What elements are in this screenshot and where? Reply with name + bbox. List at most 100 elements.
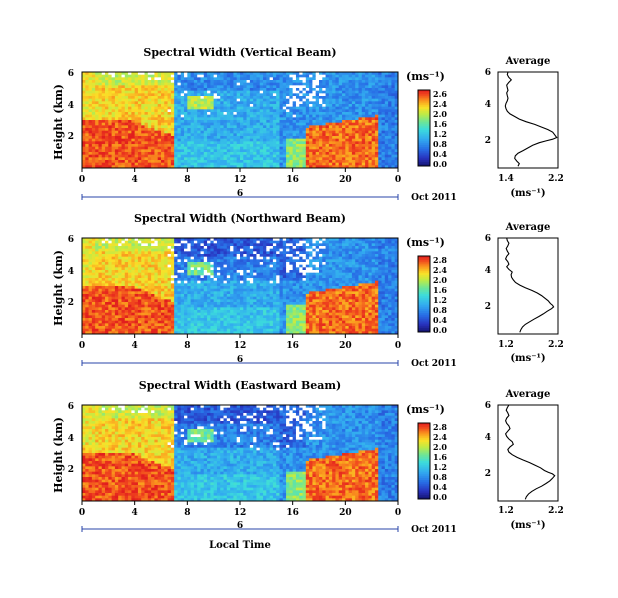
heatmap-cell	[230, 72, 234, 76]
heatmap-cell	[207, 262, 211, 266]
heatmap-cell	[141, 240, 145, 244]
heatmap-cell	[157, 331, 162, 335]
heatmap-cell	[144, 112, 149, 116]
heatmap-cell	[355, 154, 359, 158]
heatmap-cell	[141, 251, 145, 255]
heatmap-cell	[141, 120, 145, 124]
heatmap-cell	[95, 160, 99, 164]
heatmap-cell	[180, 328, 185, 332]
heatmap-cell	[210, 246, 215, 250]
heatmap-cell	[342, 98, 346, 102]
heatmap-cell	[361, 146, 366, 150]
heatmap-cell	[144, 283, 149, 287]
heatmap-cell	[203, 160, 208, 164]
heatmap-cell	[177, 243, 182, 247]
heatmap-cell	[200, 315, 205, 319]
heatmap-cell	[124, 72, 129, 76]
heatmap-cell	[154, 283, 159, 287]
heatmap-cell	[342, 74, 346, 78]
heatmap-cell	[177, 291, 182, 295]
heatmap-cell	[98, 238, 103, 242]
heatmap-cell	[114, 323, 119, 327]
heatmap-cell	[134, 85, 139, 89]
heatmap-cell	[157, 294, 162, 298]
heatmap-cell	[85, 74, 89, 78]
heatmap-cell	[358, 141, 363, 145]
x-tick-label: 12	[234, 175, 247, 185]
heatmap-cell	[131, 312, 136, 316]
heatmap-cell	[190, 90, 195, 94]
heatmap-cell	[282, 117, 287, 121]
heatmap-cell	[151, 128, 155, 132]
heatmap-cell	[335, 120, 340, 124]
heatmap-cell	[184, 114, 188, 118]
heatmap-cell	[141, 130, 145, 134]
heatmap-cell	[381, 144, 386, 148]
heatmap-cell	[391, 157, 396, 161]
heatmap-cell	[147, 96, 152, 100]
heatmap-cell	[351, 160, 356, 164]
heatmap-cell	[128, 77, 132, 81]
heatmap-cell	[184, 133, 188, 137]
heatmap-cell	[121, 146, 126, 150]
heatmap-cell	[121, 104, 126, 108]
heatmap-cell	[332, 125, 336, 129]
heatmap-cell	[259, 98, 264, 102]
heatmap-cell	[98, 72, 103, 76]
heatmap-cell	[361, 125, 366, 129]
heatmap-cell	[105, 310, 109, 314]
heatmap-cell	[286, 72, 290, 76]
heatmap-cell	[151, 251, 155, 255]
heatmap-cell	[292, 72, 297, 76]
heatmap-cell	[101, 133, 106, 137]
heatmap-cell	[266, 154, 271, 158]
heatmap-cell	[236, 130, 241, 134]
heatmap-cell	[223, 109, 228, 113]
heatmap-cell	[180, 312, 185, 316]
heatmap-cell	[220, 88, 224, 92]
heatmap-cell	[151, 246, 155, 250]
heatmap-cell	[157, 160, 162, 164]
heatmap-cell	[121, 304, 126, 308]
heatmap-cell	[315, 112, 320, 116]
heatmap-cell	[197, 243, 201, 247]
heatmap-cell	[121, 286, 126, 290]
heatmap-cell	[299, 133, 303, 137]
heatmap-cell	[91, 165, 96, 169]
heatmap-cell	[276, 125, 280, 129]
heatmap-cell	[184, 96, 188, 100]
heatmap-cell	[187, 310, 192, 314]
heatmap-cell	[292, 157, 297, 161]
heatmap-cell	[282, 141, 287, 145]
heatmap-cell	[210, 326, 215, 330]
heatmap-cell	[394, 109, 399, 113]
heatmap-cell	[203, 320, 208, 324]
heatmap-cell	[223, 144, 228, 148]
heatmap-cell	[309, 141, 313, 145]
heatmap-cell	[101, 88, 106, 92]
heatmap-cell	[325, 72, 330, 76]
heatmap-cell	[121, 278, 126, 282]
heatmap-cell	[233, 109, 238, 113]
heatmap-cell	[184, 280, 188, 284]
heatmap-cell	[348, 165, 353, 169]
heatmap-cell	[147, 136, 152, 140]
heatmap-cell	[200, 310, 205, 314]
heatmap-cell	[282, 152, 287, 156]
heatmap-cell	[361, 101, 366, 105]
heatmap-cell	[342, 120, 346, 124]
heatmap-cell	[319, 106, 323, 110]
heatmap-cell	[167, 160, 172, 164]
heatmap-cell	[151, 141, 155, 145]
heatmap-cell	[91, 264, 96, 268]
heatmap-cell	[85, 294, 89, 298]
heatmap-cell	[157, 267, 162, 271]
heatmap-cell	[131, 82, 136, 86]
heatmap-cell	[263, 152, 267, 156]
heatmap-cell	[131, 291, 136, 295]
heatmap-cell	[114, 286, 119, 290]
heatmap-cell	[108, 299, 113, 303]
heatmap-cell	[332, 98, 336, 102]
heatmap-cell	[98, 104, 103, 108]
heatmap-cell	[233, 72, 238, 76]
